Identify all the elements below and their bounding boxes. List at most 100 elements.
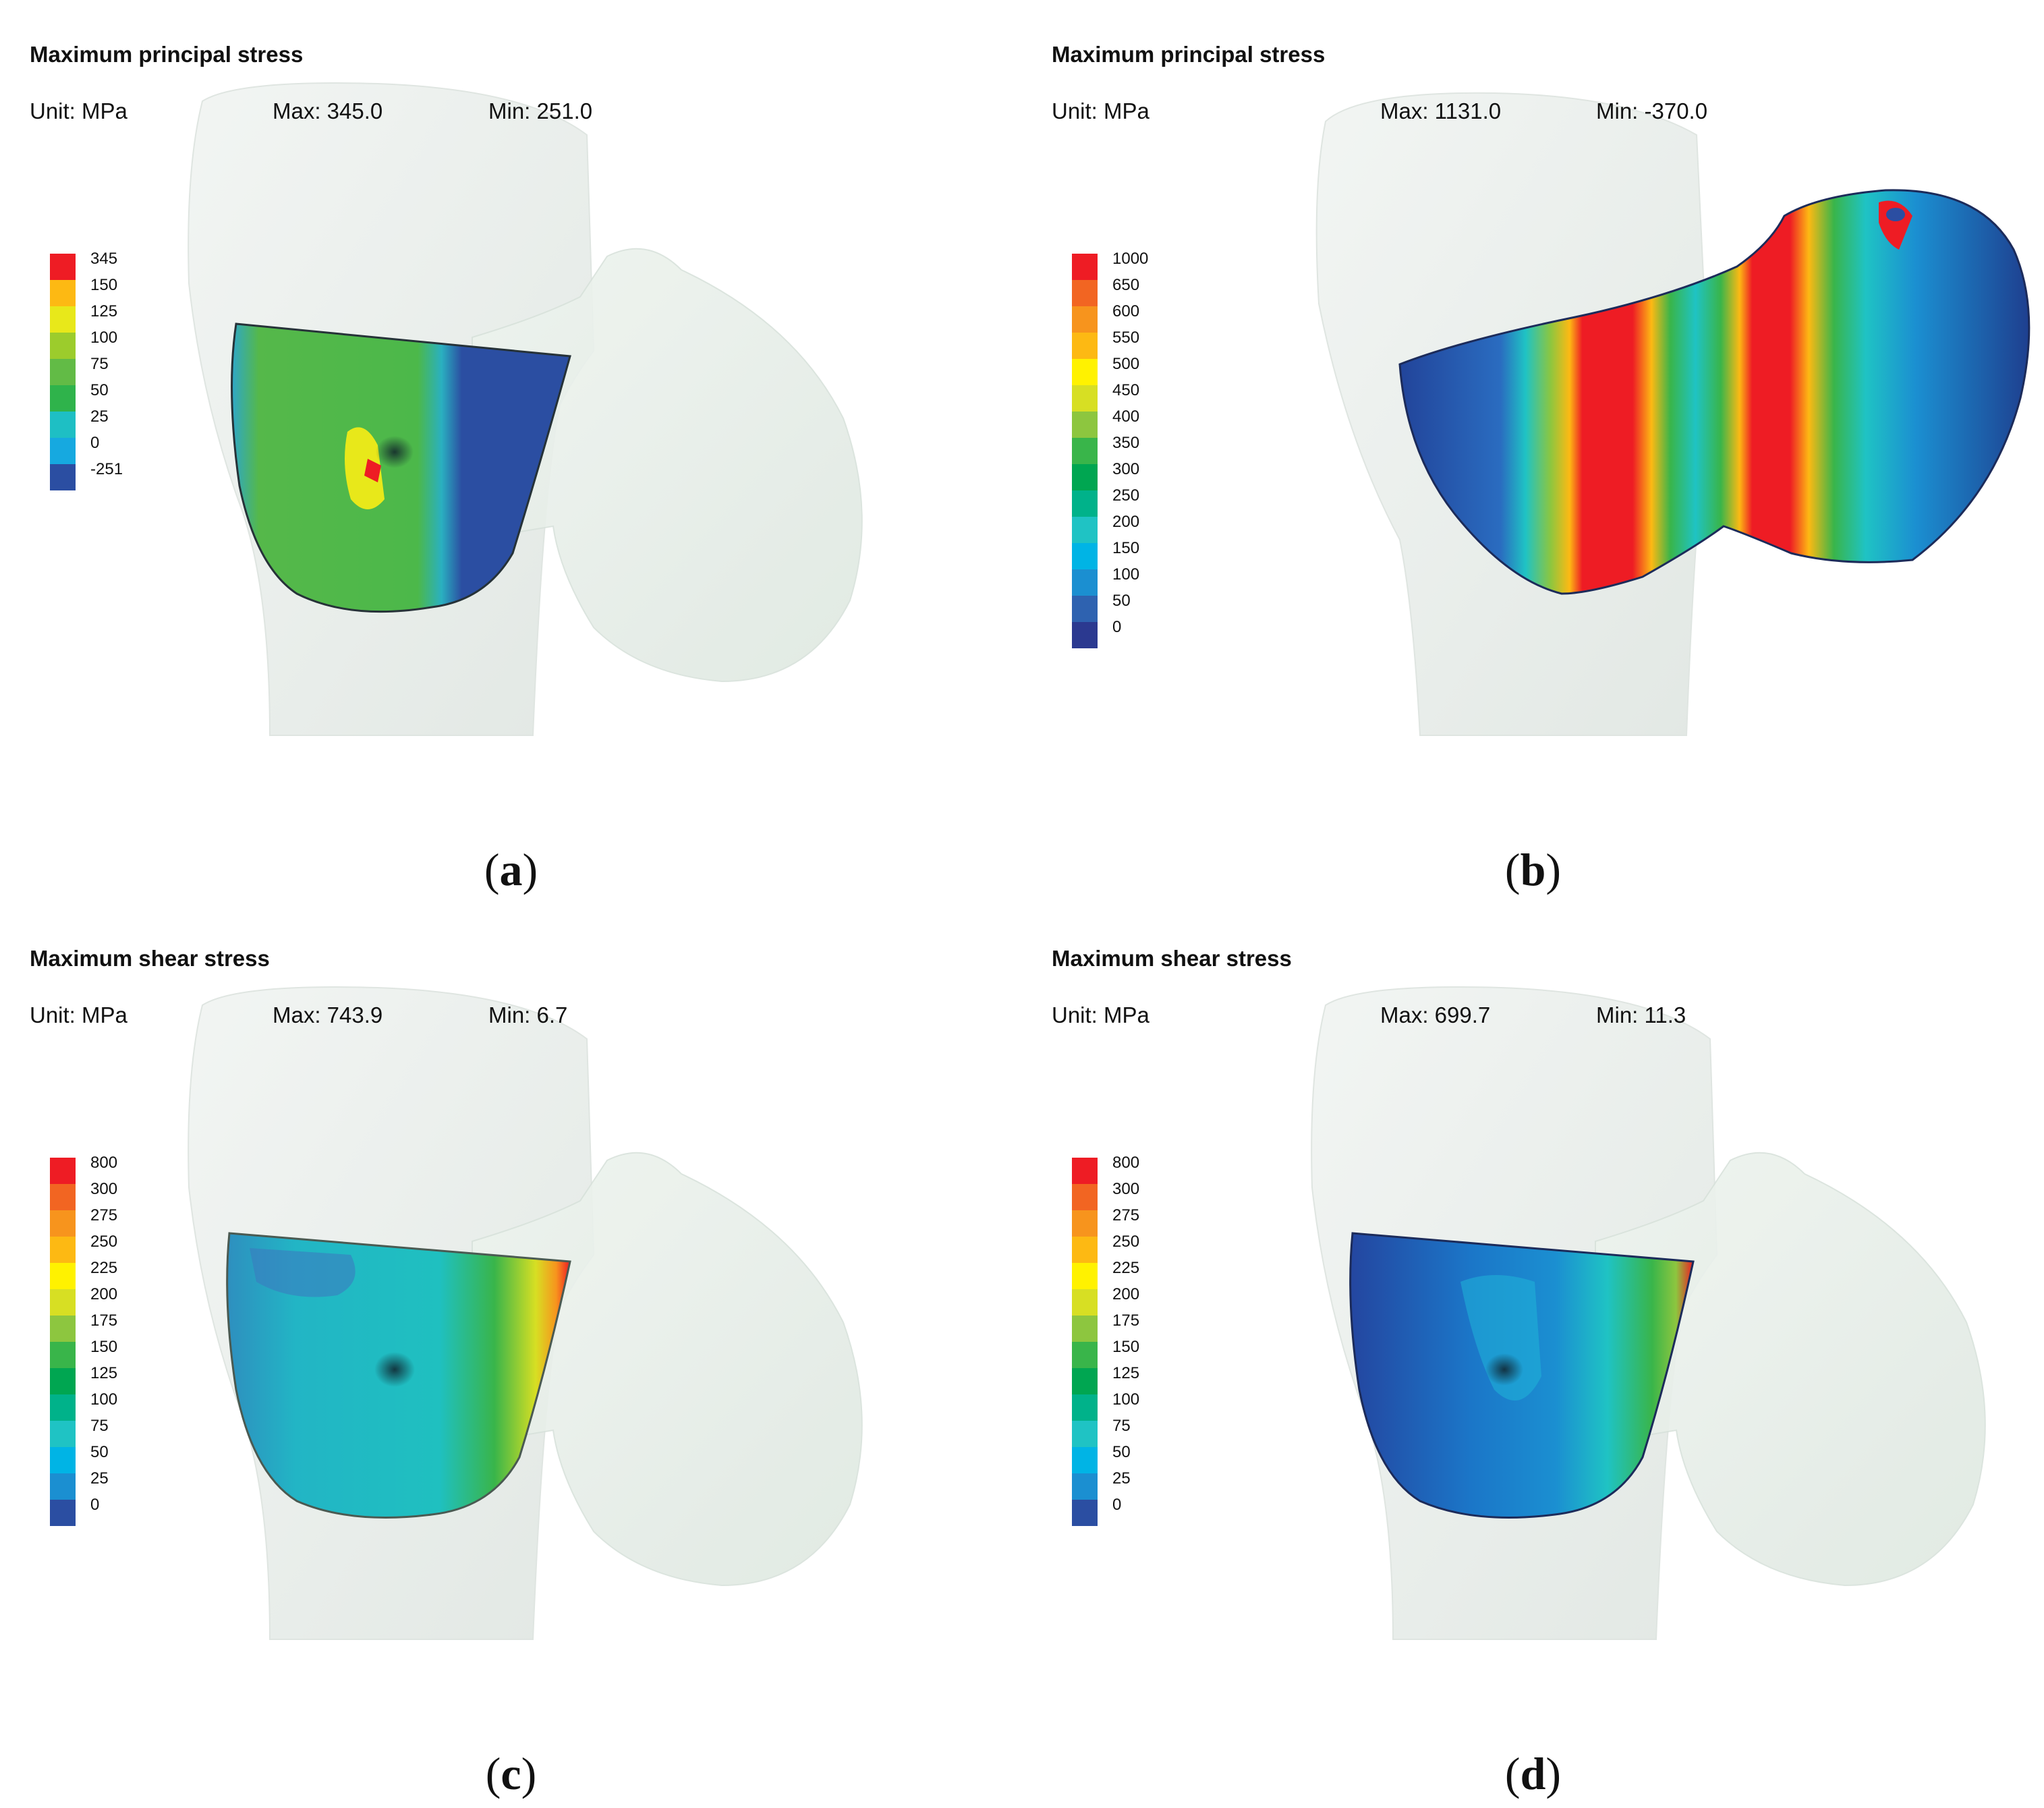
- legend-label: 125: [90, 302, 118, 320]
- legend-swatch: [50, 1237, 76, 1263]
- legend-label: 275: [90, 1206, 118, 1224]
- legend-label: 75: [90, 355, 109, 373]
- min-label: Min: 11.3: [1596, 1002, 1686, 1027]
- legend-swatch: [50, 1473, 76, 1500]
- legend-label: 500: [1112, 355, 1140, 373]
- legend-label: 300: [1112, 460, 1140, 478]
- panel-title: Maximum principal stress: [1052, 42, 1326, 67]
- legend-swatch: [1072, 1368, 1098, 1394]
- legend-swatch: [50, 280, 76, 306]
- legend-label: 350: [1112, 434, 1140, 452]
- legend-swatch: [50, 1500, 76, 1526]
- legend-swatch: [50, 1210, 76, 1237]
- legend-label: 150: [1112, 1338, 1140, 1356]
- legend-swatch: [1072, 517, 1098, 543]
- legend-swatch: [1072, 622, 1098, 648]
- legend-label: 150: [90, 1338, 118, 1356]
- legend-label: 200: [1112, 513, 1140, 531]
- legend-swatch: [50, 1342, 76, 1368]
- legend-swatch: [1072, 1237, 1098, 1263]
- legend-label: -251: [90, 460, 123, 478]
- legend-swatch: [1072, 412, 1098, 438]
- max-label: Max: 743.9: [273, 1002, 383, 1027]
- legend-swatch: [1072, 464, 1098, 490]
- legend-swatch: [1072, 1263, 1098, 1289]
- max-label: Max: 1131.0: [1380, 98, 1502, 123]
- min-label: Min: 251.0: [488, 98, 593, 123]
- legend-label: 250: [1112, 1233, 1140, 1251]
- legend-swatch: [1072, 438, 1098, 464]
- panel-title: Maximum principal stress: [30, 42, 304, 67]
- min-label: Min: 6.7: [488, 1002, 568, 1027]
- legend-swatch: [1072, 1473, 1098, 1500]
- hotspot: [345, 427, 385, 509]
- legend-swatch: [50, 359, 76, 385]
- unit-label: Unit: MPa: [1052, 1002, 1149, 1027]
- legend-label: 300: [90, 1180, 118, 1198]
- legend-label: 125: [90, 1364, 118, 1382]
- max-label: Max: 699.7: [1380, 1002, 1491, 1027]
- legend-swatch: [50, 1394, 76, 1421]
- unit-label: Unit: MPa: [30, 1002, 127, 1027]
- bone-model-c: [188, 986, 863, 1640]
- legend-label: 800: [1112, 1154, 1140, 1172]
- legend-label: 175: [90, 1311, 118, 1330]
- legend-label: 0: [90, 434, 100, 452]
- legend-label: 650: [1112, 276, 1140, 294]
- panel-b: Maximum principal stress Unit: MPa Max: …: [1022, 0, 2044, 904]
- bone-model-d: [1311, 986, 1986, 1640]
- legend-label: 225: [90, 1259, 118, 1277]
- legend-swatch: [50, 1263, 76, 1289]
- legend-label: 250: [90, 1233, 118, 1251]
- screw-hole: [376, 436, 414, 468]
- legend-label: 25: [1112, 1469, 1131, 1488]
- legend-label: 50: [90, 1443, 109, 1461]
- legend-label: 0: [1112, 1496, 1122, 1514]
- panel-c: Maximum shear stress Unit: MPa Max: 743.…: [0, 904, 1022, 1808]
- legend-swatch: [1072, 1316, 1098, 1342]
- legend-swatch: [50, 412, 76, 438]
- legend-label: 50: [90, 381, 109, 399]
- color-legend: 1000 650 600 550 500 450 400 350 300 250 200 150 100…: [1072, 251, 1180, 648]
- blue-region: [250, 1248, 356, 1297]
- legend-swatch: [1072, 543, 1098, 569]
- legend-label: 450: [1112, 381, 1140, 399]
- screw-hole: [374, 1352, 415, 1387]
- legend-label: 175: [1112, 1311, 1140, 1330]
- legend-swatch: [1072, 569, 1098, 596]
- legend-swatch: [1072, 1184, 1098, 1210]
- legend-label: 300: [1112, 1180, 1140, 1198]
- legend-label: 345: [90, 250, 118, 268]
- legend-swatch: [1072, 490, 1098, 517]
- legend-label: 150: [90, 276, 118, 294]
- legend-label: 600: [1112, 302, 1140, 320]
- legend-label: 100: [90, 1390, 118, 1409]
- legend-swatch: [1072, 1421, 1098, 1447]
- screw-hole: [1485, 1353, 1523, 1386]
- legend-label: 0: [90, 1496, 100, 1514]
- legend-swatch: [50, 1368, 76, 1394]
- blue-spot: [1886, 208, 1905, 221]
- legend-swatch: [1072, 333, 1098, 359]
- legend-label: 75: [90, 1417, 109, 1435]
- legend-label: 100: [1112, 565, 1140, 584]
- legend-label: 100: [90, 329, 118, 347]
- legend-label: 400: [1112, 407, 1140, 426]
- legend-swatch: [1072, 385, 1098, 412]
- legend-swatch: [50, 254, 76, 280]
- implant-contour: [1398, 189, 2031, 595]
- unit-label: Unit: MPa: [1052, 98, 1149, 123]
- legend-label: 75: [1112, 1417, 1131, 1435]
- legend-swatch: [1072, 1500, 1098, 1526]
- legend-label: 100: [1112, 1390, 1140, 1409]
- legend-label: 0: [1112, 618, 1122, 636]
- hotspot-core: [364, 459, 381, 482]
- legend-swatch: [1072, 359, 1098, 385]
- legend-swatch: [50, 1184, 76, 1210]
- panel-caption: (a): [484, 844, 538, 895]
- legend-swatch: [1072, 280, 1098, 306]
- max-label: Max: 345.0: [273, 98, 383, 123]
- legend-swatch: [1072, 1394, 1098, 1421]
- legend-swatch: [50, 464, 76, 490]
- implant-contour: [231, 322, 571, 613]
